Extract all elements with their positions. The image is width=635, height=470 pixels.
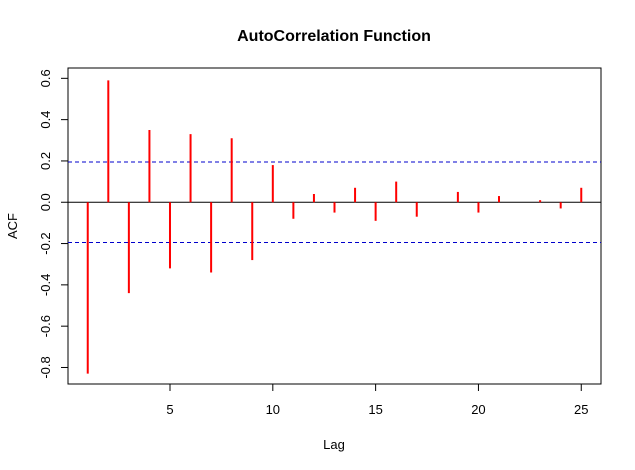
y-tick-label: 0.2 [38, 152, 53, 170]
x-tick-label: 15 [368, 402, 382, 417]
y-tick-label: 0.0 [38, 193, 53, 211]
plot-frame [67, 67, 602, 385]
y-tick-label: -0.6 [38, 315, 53, 337]
x-tick-label: 10 [266, 402, 280, 417]
acf-bars [86, 80, 583, 374]
y-tick-label: -0.4 [38, 274, 53, 296]
x-tick-label: 20 [471, 402, 485, 417]
x-tick-label: 25 [574, 402, 588, 417]
y-tick-label: 0.4 [38, 111, 53, 129]
y-axis-label: ACF [5, 213, 20, 239]
chart-title: AutoCorrelation Function [237, 28, 431, 45]
y-tick-label: -0.2 [38, 232, 53, 254]
y-axis: -0.8 -0.6 -0.4 -0.2 0.0 0.2 0.4 0.6 [38, 69, 68, 379]
y-tick-label: -0.8 [38, 356, 53, 378]
y-tick-label: 0.6 [38, 69, 53, 87]
x-tick-label: 5 [166, 402, 173, 417]
x-axis-label: Lag [323, 437, 345, 452]
x-axis: 5 10 15 20 25 [166, 384, 588, 417]
